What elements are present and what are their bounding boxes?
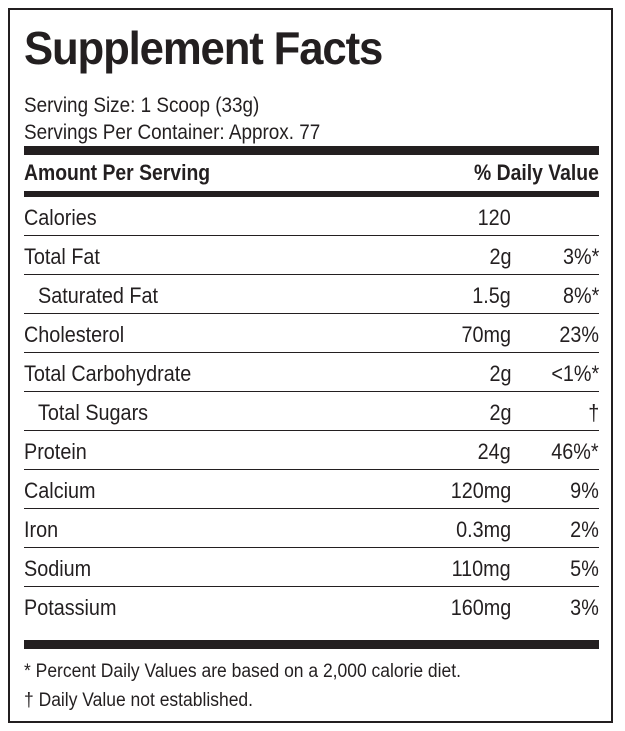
- nutrient-amount: 120: [477, 205, 511, 230]
- nutrient-amount: 2g: [488, 361, 511, 386]
- nutrient-name: Sodium: [24, 556, 92, 581]
- nutrient-daily-value: 3%*: [562, 244, 599, 269]
- nutrient-name: Cholesterol: [24, 322, 125, 347]
- nutrient-row: Iron 0.3mg 2%: [24, 509, 599, 548]
- nutrient-daily-value: 46%*: [551, 439, 599, 464]
- nutrient-row: Total Carbohydrate 2g <1%*: [24, 353, 599, 392]
- nutrient-amount: 0.3mg: [455, 517, 511, 542]
- nutrient-amount: 120mg: [450, 478, 511, 503]
- nutrient-row: Calories 120: [24, 197, 599, 236]
- thick-divider-top: [24, 146, 599, 155]
- thick-divider-header: [24, 191, 599, 197]
- nutrient-daily-value: 3%: [570, 595, 599, 620]
- nutrient-name: Saturated Fat: [38, 283, 158, 308]
- nutrient-amount: 2g: [488, 400, 511, 425]
- nutrient-daily-value: 5%: [570, 556, 599, 581]
- nutrient-name: Total Sugars: [38, 400, 149, 425]
- nutrient-daily-value: 2%: [570, 517, 599, 542]
- nutrient-row: Sodium 110mg 5%: [24, 548, 599, 587]
- nutrient-amount: 110mg: [451, 556, 511, 581]
- daily-value-heading: % Daily Value: [474, 160, 599, 185]
- nutrient-name: Iron: [24, 517, 59, 542]
- nutrient-name: Calcium: [24, 478, 96, 503]
- nutrient-amount: 24g: [477, 439, 511, 464]
- nutrient-name: Potassium: [24, 595, 117, 620]
- daily-value-footnote: * Percent Daily Values are based on a 2,…: [24, 661, 461, 682]
- nutrient-row: Total Fat 2g 3%*: [24, 236, 599, 275]
- nutrient-daily-value: 8%*: [562, 283, 599, 308]
- not-established-footnote: † Daily Value not established.: [24, 690, 254, 711]
- panel-title: Supplement Facts: [24, 22, 383, 74]
- column-header: Amount Per Serving % Daily Value: [24, 154, 599, 190]
- nutrient-daily-value: †: [587, 400, 599, 425]
- nutrient-daily-value: 23%: [559, 322, 599, 347]
- nutrient-amount: 1.5g: [472, 283, 511, 308]
- nutrient-name: Total Carbohydrate: [24, 361, 192, 386]
- serving-size: Serving Size: 1 Scoop (33g): [24, 94, 260, 117]
- nutrient-amount: 160mg: [450, 595, 511, 620]
- thick-divider-bottom: [24, 640, 599, 649]
- nutrient-row: Total Sugars 2g †: [24, 392, 599, 431]
- nutrient-name: Protein: [24, 439, 87, 464]
- nutrient-amount: 70mg: [461, 322, 511, 347]
- supplement-facts-panel: Supplement Facts Serving Size: 1 Scoop (…: [8, 8, 613, 723]
- nutrient-name: Calories: [24, 205, 97, 230]
- nutrient-daily-value: 9%: [570, 478, 599, 503]
- servings-per-container: Servings Per Container: Approx. 77: [24, 121, 321, 144]
- nutrient-row: Cholesterol 70mg 23%: [24, 314, 599, 353]
- amount-per-serving-heading: Amount Per Serving: [24, 160, 211, 185]
- nutrient-daily-value: <1%*: [551, 361, 599, 386]
- nutrient-row: Protein 24g 46%*: [24, 431, 599, 470]
- nutrient-name: Total Fat: [24, 244, 100, 269]
- nutrient-row: Saturated Fat 1.5g 8%*: [24, 275, 599, 314]
- nutrient-table: Calories 120 Total Fat 2g 3%* Saturated …: [24, 197, 599, 626]
- nutrient-row: Calcium 120mg 9%: [24, 470, 599, 509]
- nutrient-amount: 2g: [488, 244, 511, 269]
- nutrient-row: Potassium 160mg 3%: [24, 587, 599, 626]
